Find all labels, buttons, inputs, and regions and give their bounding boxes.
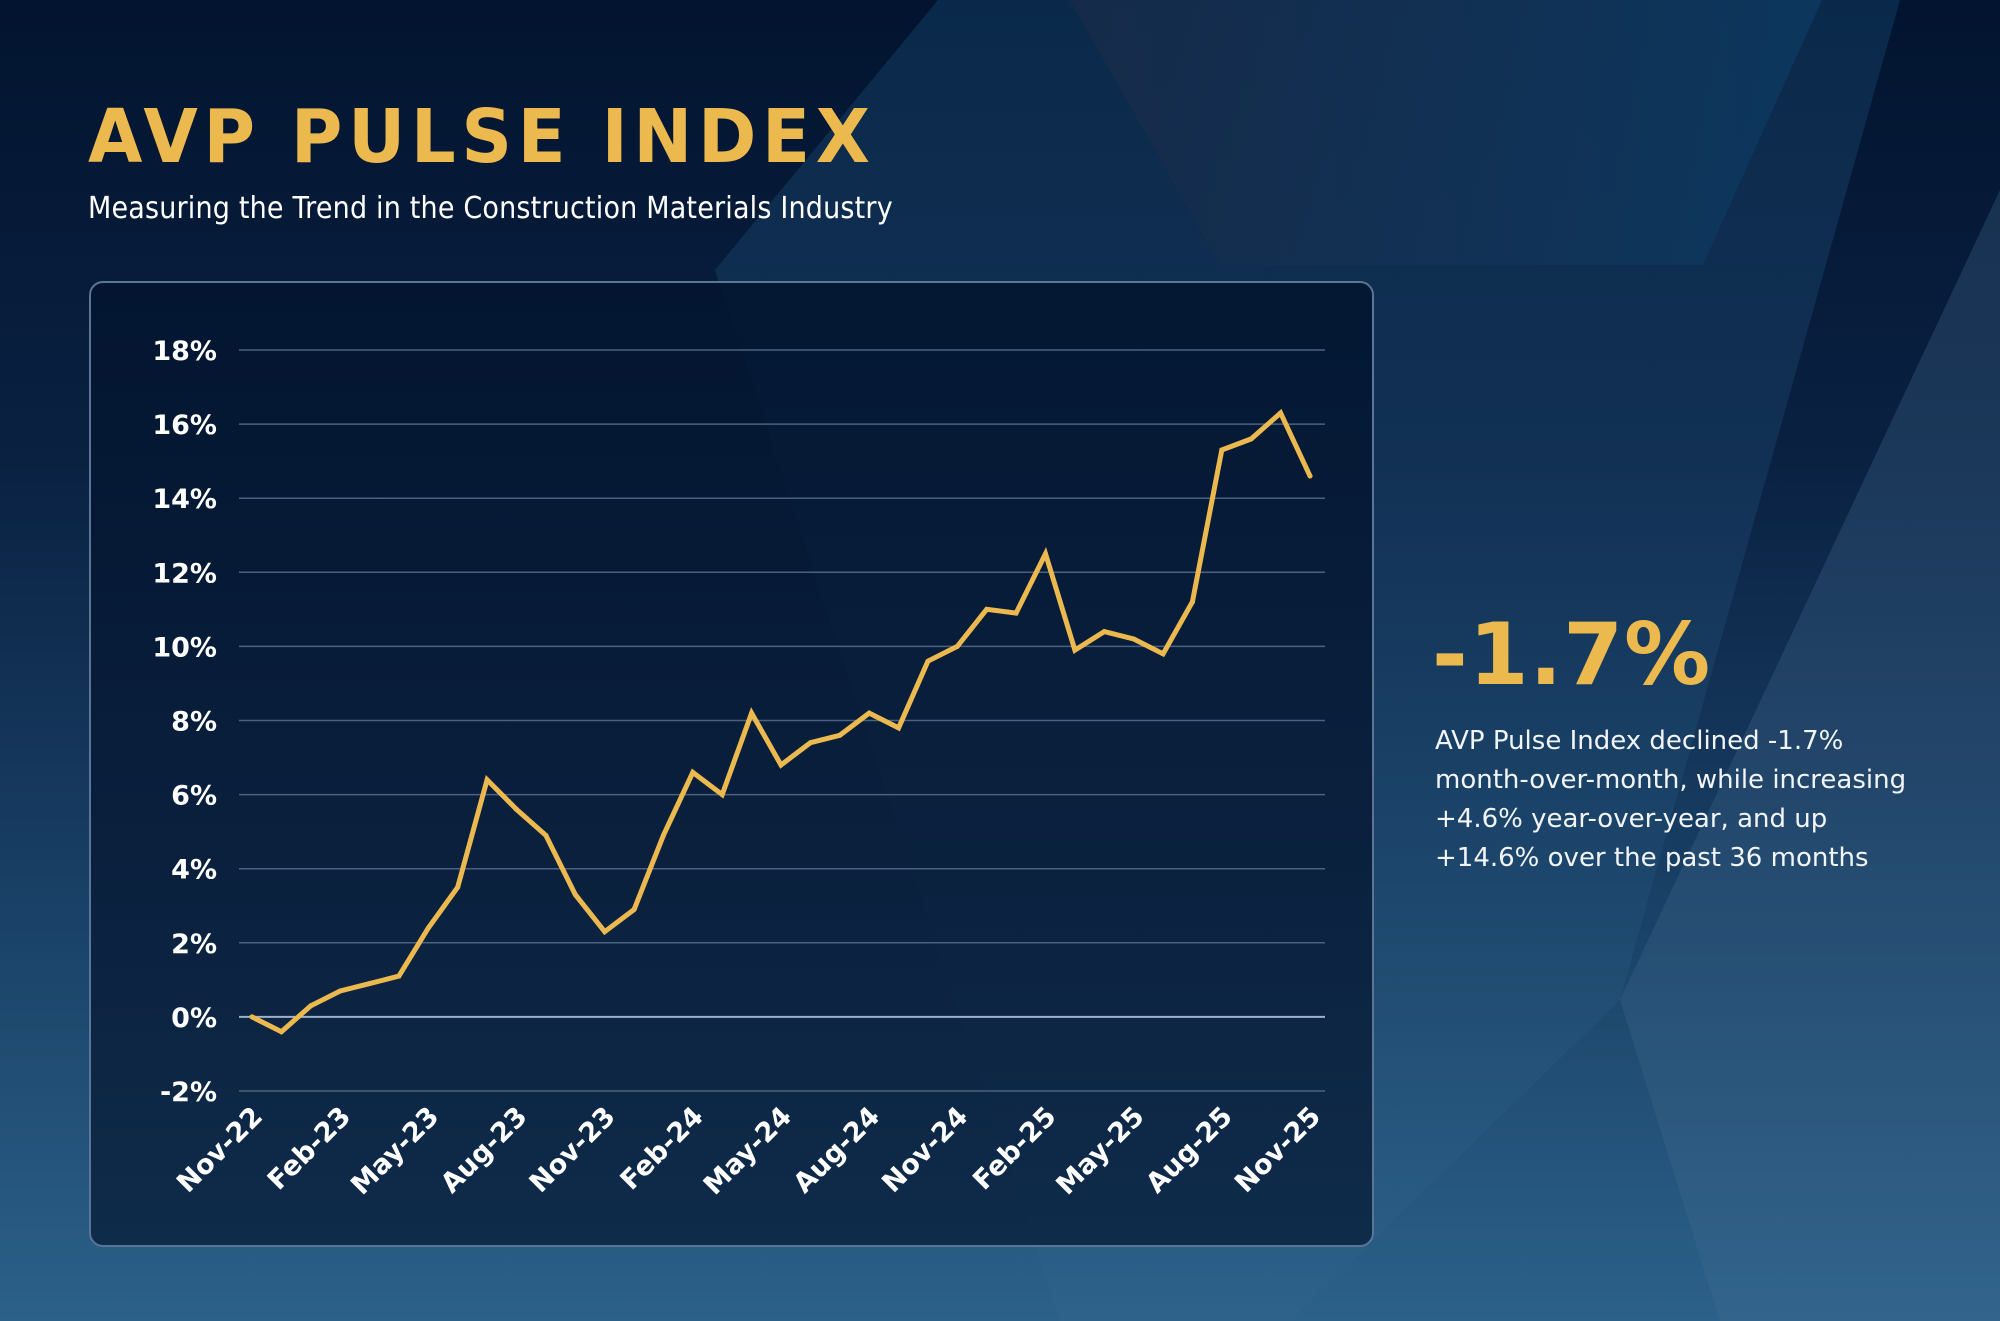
data-point xyxy=(1072,647,1078,653)
summary-line: +4.6% year-over-year, and up xyxy=(1435,804,1828,834)
data-point xyxy=(1278,410,1284,416)
data-point xyxy=(719,792,725,798)
x-tick-label: May-25 xyxy=(1050,1101,1150,1201)
data-point xyxy=(984,606,990,612)
x-tick-label: May-24 xyxy=(698,1101,798,1201)
data-point xyxy=(954,643,960,649)
x-tick-label: Feb-23 xyxy=(262,1101,357,1196)
y-tick-label: 12% xyxy=(152,558,217,589)
data-point xyxy=(514,806,519,812)
data-point xyxy=(484,777,490,783)
x-tick-label: Nov-25 xyxy=(1229,1101,1327,1199)
x-tick-label: Aug-25 xyxy=(1140,1101,1238,1199)
data-point xyxy=(425,925,431,931)
y-tick-label: 16% xyxy=(152,410,217,441)
data-point xyxy=(396,973,402,979)
data-point xyxy=(249,1014,255,1020)
gridlines xyxy=(239,349,1325,1092)
x-tick-label: Nov-24 xyxy=(876,1101,974,1199)
x-axis-ticks: Nov-22Feb-23May-23Aug-23Nov-23Feb-24May-… xyxy=(171,1101,1327,1201)
x-tick-label: Feb-24 xyxy=(614,1101,709,1196)
summary-line: month-over-month, while increasing xyxy=(1435,765,1907,795)
data-point xyxy=(866,710,872,716)
data-point xyxy=(1013,610,1019,616)
x-tick-label: Aug-24 xyxy=(788,1101,886,1199)
data-point xyxy=(925,658,931,664)
data-point xyxy=(660,832,666,838)
summary-description: AVP Pulse Index declined -1.7% month-ove… xyxy=(1435,722,1975,878)
data-point xyxy=(543,832,549,838)
y-tick-label: -2% xyxy=(160,1077,217,1108)
data-point xyxy=(807,740,813,746)
data-point xyxy=(367,981,373,987)
bg-shape-right-wedge xyxy=(1620,190,2000,1321)
data-point xyxy=(1189,599,1195,605)
data-point xyxy=(837,732,843,738)
y-tick-label: 2% xyxy=(171,929,217,960)
series-line xyxy=(249,408,1313,1035)
data-point xyxy=(1043,551,1048,557)
x-tick-label: Aug-23 xyxy=(435,1101,533,1199)
y-tick-label: 8% xyxy=(171,707,217,738)
data-point xyxy=(602,929,608,935)
data-point xyxy=(1307,473,1313,479)
summary-line: +14.6% over the past 36 months xyxy=(1435,843,1869,873)
series-group xyxy=(249,408,1313,1035)
x-tick-label: Nov-22 xyxy=(171,1101,269,1199)
data-point xyxy=(278,1029,284,1035)
y-tick-label: 4% xyxy=(171,855,217,886)
x-tick-label: Feb-25 xyxy=(967,1101,1062,1196)
data-point xyxy=(572,892,578,898)
page-title: AVP PULSE INDEX xyxy=(88,94,876,180)
data-point xyxy=(896,725,902,731)
y-axis-ticks: -2% 0% 2% 4% 6% 8% 10% 12% 14% 16% 18% xyxy=(152,336,217,1108)
x-tick-label: May-23 xyxy=(345,1101,445,1201)
data-point xyxy=(1131,636,1137,642)
x-tick-label: Nov-23 xyxy=(524,1101,622,1199)
data-point xyxy=(1101,629,1107,635)
bg-shape-top-band xyxy=(1070,0,1822,265)
data-point xyxy=(631,906,637,912)
y-tick-label: 6% xyxy=(171,781,217,812)
data-point xyxy=(308,1003,314,1009)
y-tick-label: 14% xyxy=(152,484,217,515)
page-subtitle: Measuring the Trend in the Construction … xyxy=(88,191,893,226)
data-point xyxy=(1160,651,1166,657)
data-point xyxy=(749,710,755,716)
y-tick-label: 0% xyxy=(171,1003,217,1034)
headline-change-value: -1.7% xyxy=(1432,605,1712,705)
data-point xyxy=(455,884,461,890)
data-point xyxy=(778,762,784,768)
data-point xyxy=(337,988,343,994)
data-point xyxy=(690,769,696,775)
y-tick-label: 18% xyxy=(152,336,217,367)
y-tick-label: 10% xyxy=(152,632,217,663)
data-point xyxy=(1248,436,1254,442)
summary-line: AVP Pulse Index declined -1.7% xyxy=(1435,726,1844,756)
data-point xyxy=(1219,447,1225,453)
